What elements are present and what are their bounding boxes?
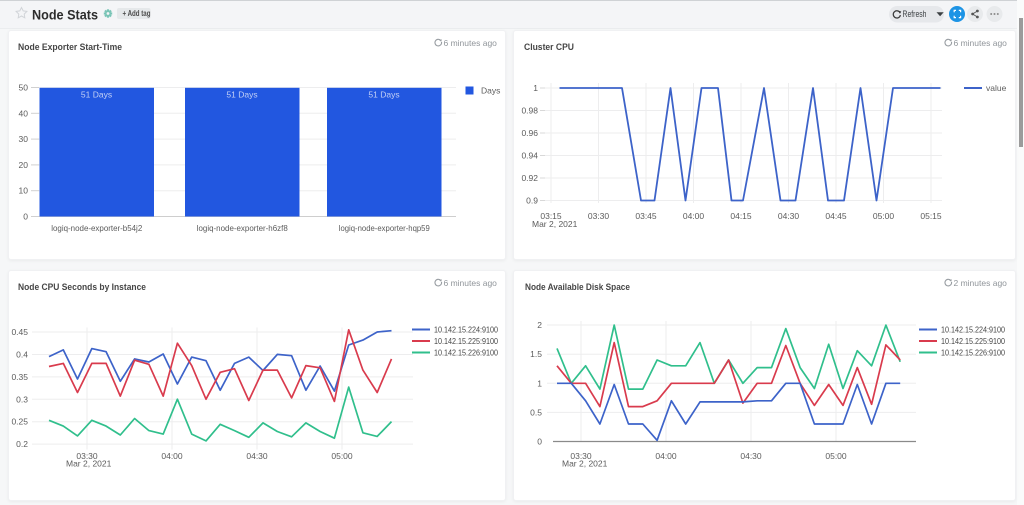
svg-text:0.96: 0.96 bbox=[521, 128, 538, 138]
svg-text:0.4: 0.4 bbox=[16, 350, 28, 360]
svg-text:04:30: 04:30 bbox=[778, 211, 800, 221]
svg-text:logiq-node-exporter-hqp59: logiq-node-exporter-hqp59 bbox=[339, 224, 431, 233]
svg-text:value: value bbox=[986, 83, 1007, 93]
svg-text:04:30: 04:30 bbox=[740, 451, 762, 461]
svg-text:20: 20 bbox=[19, 160, 29, 170]
svg-text:Node Stats: Node Stats bbox=[32, 8, 98, 23]
svg-text:0.45: 0.45 bbox=[11, 327, 28, 337]
svg-text:2 minutes ago: 2 minutes ago bbox=[954, 278, 1008, 288]
svg-text:0.92: 0.92 bbox=[521, 173, 538, 183]
svg-text:0: 0 bbox=[537, 437, 542, 447]
svg-text:1.5: 1.5 bbox=[530, 349, 542, 359]
svg-text:10.142.15.224:9100: 10.142.15.224:9100 bbox=[941, 325, 1005, 335]
svg-text:04:30: 04:30 bbox=[246, 451, 268, 461]
svg-text:Mar 2, 2021: Mar 2, 2021 bbox=[532, 219, 578, 229]
svg-text:10: 10 bbox=[19, 186, 29, 196]
svg-text:05:00: 05:00 bbox=[331, 451, 353, 461]
svg-text:10.142.15.225:9100: 10.142.15.225:9100 bbox=[941, 336, 1005, 346]
svg-text:03:30: 03:30 bbox=[570, 451, 592, 461]
svg-text:Refresh: Refresh bbox=[903, 9, 927, 19]
svg-text:05:00: 05:00 bbox=[825, 451, 847, 461]
svg-text:0.94: 0.94 bbox=[521, 151, 538, 161]
svg-text:10.142.15.226:9100: 10.142.15.226:9100 bbox=[434, 348, 498, 358]
svg-text:2: 2 bbox=[537, 320, 542, 330]
svg-text:04:00: 04:00 bbox=[655, 451, 677, 461]
svg-text:logiq-node-exporter-b54j2: logiq-node-exporter-b54j2 bbox=[51, 224, 143, 233]
svg-text:05:15: 05:15 bbox=[920, 211, 942, 221]
svg-text:6 minutes ago: 6 minutes ago bbox=[444, 278, 498, 288]
svg-text:10.142.15.226:9100: 10.142.15.226:9100 bbox=[941, 348, 1005, 358]
svg-text:51 Days: 51 Days bbox=[81, 90, 112, 100]
svg-text:10.142.15.225:9100: 10.142.15.225:9100 bbox=[434, 336, 498, 346]
svg-text:04:00: 04:00 bbox=[683, 211, 705, 221]
svg-text:04:45: 04:45 bbox=[825, 211, 847, 221]
svg-text:0.9: 0.9 bbox=[526, 196, 538, 206]
svg-text:6 minutes ago: 6 minutes ago bbox=[444, 38, 498, 48]
svg-text:04:15: 04:15 bbox=[730, 211, 752, 221]
svg-text:logiq-node-exporter-h6zf8: logiq-node-exporter-h6zf8 bbox=[197, 224, 289, 233]
svg-text:1: 1 bbox=[533, 83, 538, 93]
svg-text:1: 1 bbox=[537, 378, 542, 388]
svg-text:Node Available Disk Space: Node Available Disk Space bbox=[525, 282, 630, 293]
svg-text:0.35: 0.35 bbox=[11, 372, 28, 382]
svg-text:03:45: 03:45 bbox=[635, 211, 657, 221]
svg-text:Mar 2, 2021: Mar 2, 2021 bbox=[66, 459, 112, 469]
svg-text:6 minutes ago: 6 minutes ago bbox=[954, 38, 1008, 48]
svg-text:30: 30 bbox=[19, 134, 29, 144]
svg-text:Cluster CPU: Cluster CPU bbox=[524, 42, 574, 53]
svg-text:40: 40 bbox=[19, 108, 29, 118]
svg-text:05:00: 05:00 bbox=[873, 211, 895, 221]
svg-text:03:30: 03:30 bbox=[588, 211, 610, 221]
svg-text:03:15: 03:15 bbox=[540, 211, 562, 221]
svg-text:0: 0 bbox=[23, 212, 28, 222]
svg-text:0.2: 0.2 bbox=[16, 439, 28, 449]
svg-text:+ Add tag: + Add tag bbox=[123, 9, 151, 18]
svg-text:Days: Days bbox=[481, 86, 500, 96]
svg-text:0.25: 0.25 bbox=[11, 417, 28, 427]
svg-text:51 Days: 51 Days bbox=[226, 90, 257, 100]
svg-text:51 Days: 51 Days bbox=[368, 90, 399, 100]
svg-text:0.98: 0.98 bbox=[521, 106, 538, 116]
svg-text:03:30: 03:30 bbox=[76, 451, 98, 461]
svg-text:0.5: 0.5 bbox=[530, 407, 542, 417]
svg-text:0.3: 0.3 bbox=[16, 394, 28, 404]
svg-text:04:00: 04:00 bbox=[161, 451, 183, 461]
svg-text:Node Exporter Start-Time: Node Exporter Start-Time bbox=[18, 42, 122, 53]
svg-text:50: 50 bbox=[19, 83, 29, 93]
svg-text:10.142.15.224:9100: 10.142.15.224:9100 bbox=[434, 325, 498, 335]
svg-text:Node CPU Seconds by Instance: Node CPU Seconds by Instance bbox=[18, 282, 146, 293]
svg-text:Mar 2, 2021: Mar 2, 2021 bbox=[562, 459, 608, 469]
